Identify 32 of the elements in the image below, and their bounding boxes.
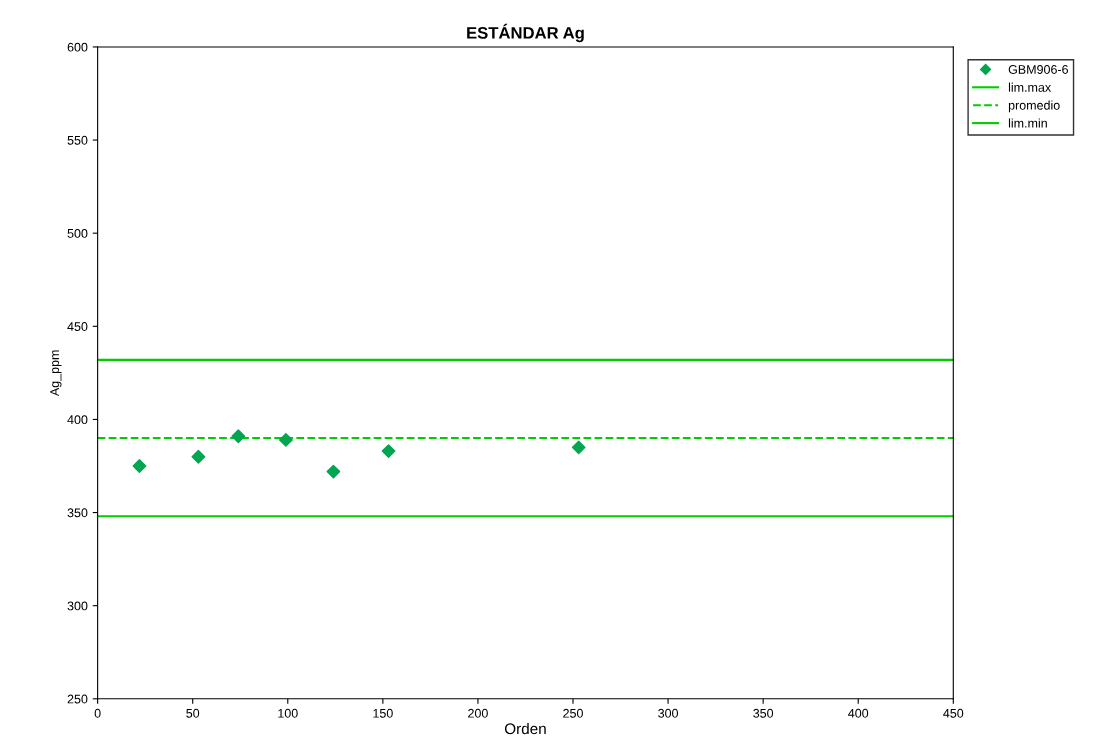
point bbox=[571, 440, 586, 455]
point bbox=[278, 433, 293, 447]
x-tick-label: 150 bbox=[373, 708, 393, 718]
x-tick-label: 0 bbox=[94, 708, 101, 718]
chart-title: ESTÁNDAR Ag bbox=[467, 23, 584, 43]
legend-label: lim.min bbox=[1008, 118, 1047, 128]
y-tick-label: 400 bbox=[67, 415, 88, 425]
x-tick-label: 250 bbox=[563, 708, 583, 718]
point bbox=[326, 464, 341, 479]
x-tick-label: 450 bbox=[943, 708, 964, 718]
legend-label: GBM906-6 bbox=[1008, 65, 1068, 74]
x-tick-label: 300 bbox=[658, 708, 679, 718]
y-tick-label: 550 bbox=[67, 135, 88, 145]
y-tick-label: 500 bbox=[67, 228, 88, 238]
y-tick-label: 350 bbox=[67, 508, 88, 518]
point bbox=[132, 459, 147, 473]
x-tick-label: 50 bbox=[186, 708, 200, 718]
legend-label: lim.max bbox=[1008, 82, 1052, 92]
x-tick-label: 400 bbox=[848, 708, 869, 718]
x-axis-title: Orden bbox=[504, 722, 546, 735]
x-tick-label: 100 bbox=[278, 708, 298, 718]
point bbox=[381, 444, 396, 459]
legend-label: promedio bbox=[1008, 100, 1060, 113]
y-axis-title: Ag_ppm bbox=[50, 350, 62, 397]
point bbox=[231, 429, 246, 444]
x-tick-label: 350 bbox=[753, 708, 774, 718]
y-tick-label: 300 bbox=[67, 601, 88, 611]
y-tick-label: 450 bbox=[67, 322, 88, 331]
y-tick-label: 600 bbox=[67, 42, 88, 52]
point bbox=[191, 449, 206, 464]
y-tick-label: 250 bbox=[67, 694, 88, 704]
x-tick-label: 200 bbox=[468, 708, 488, 718]
